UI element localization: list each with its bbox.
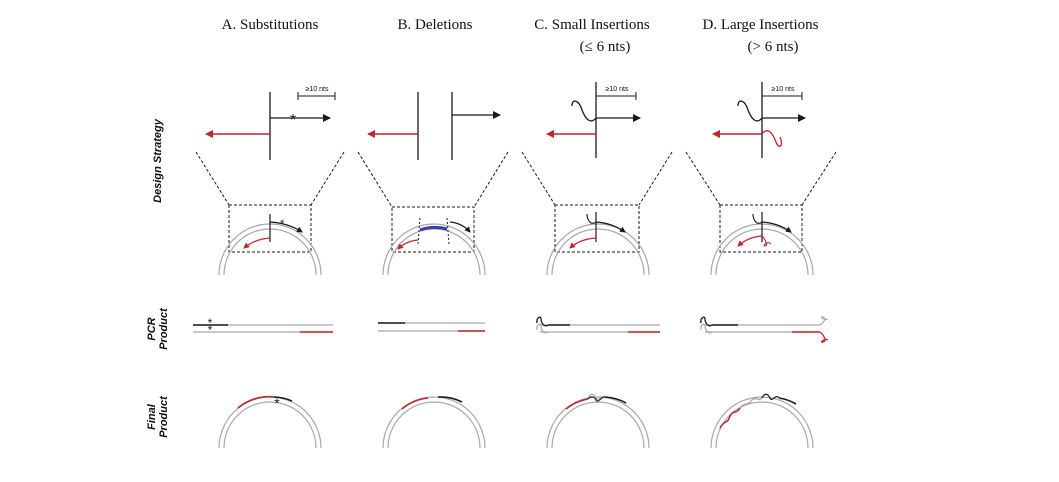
svg-text:*: * (208, 316, 213, 330)
overlap-label: ≥10 nts (306, 86, 329, 93)
zoom-guides-substitutions (195, 151, 345, 253)
final-product-deletions (382, 396, 486, 449)
overlap-label: ≥10 nts (772, 86, 795, 93)
final-product-small-insertions (546, 393, 650, 449)
deleted-region (419, 225, 448, 232)
mutation-marker: * (290, 112, 296, 129)
design-strategy-deletions (367, 92, 501, 160)
panel-large-insertions: ≥10 nts (685, 82, 837, 449)
insertion-tail-reverse (761, 130, 783, 147)
final-product-substitutions: * (218, 395, 322, 449)
panel-small-insertions: ≥10 nts (521, 82, 673, 449)
zoom-guides-small-insertions (521, 151, 673, 253)
design-strategy-substitutions: * ≥10 nts (205, 86, 336, 160)
pcr-product-substitutions: * * (193, 316, 333, 337)
svg-text:*: * (280, 218, 285, 230)
column-title-deletions: B. Deletions (397, 17, 473, 33)
zoom-guides-deletions (357, 151, 509, 253)
column-subtitle-large-insertions: (> 6 nts) (747, 39, 799, 55)
plasmid-large-insertions (710, 212, 814, 276)
plasmid-substitutions: * (218, 214, 322, 276)
insertion-tail-forward (737, 100, 763, 122)
insertion-tail (571, 100, 597, 122)
zoom-guides-large-insertions (685, 151, 837, 253)
column-title-substitutions: A. Substitutions (221, 17, 319, 33)
column-subtitle-small-insertions: (≤ 6 nts) (579, 39, 631, 55)
design-strategy-large-insertions: ≥10 nts (712, 82, 806, 158)
pcr-product-large-insertions (700, 316, 829, 343)
plasmid-deletions (382, 217, 486, 276)
column-title-large-insertions: D. Large Insertions (702, 17, 819, 33)
svg-text:*: * (274, 395, 280, 411)
svg-text:*: * (208, 323, 213, 337)
pcr-product-deletions (378, 322, 485, 332)
column-title-small-insertions: C. Small Insertions (534, 17, 650, 33)
final-product-large-insertions (710, 393, 814, 449)
overlap-label: ≥10 nts (606, 86, 629, 93)
plasmid-small-insertions (546, 212, 650, 276)
pcr-product-small-insertions (536, 316, 660, 334)
design-strategy-small-insertions: ≥10 nts (546, 82, 641, 158)
panel-substitutions: * ≥10 nts * * * (193, 86, 345, 449)
panel-deletions (357, 92, 509, 449)
